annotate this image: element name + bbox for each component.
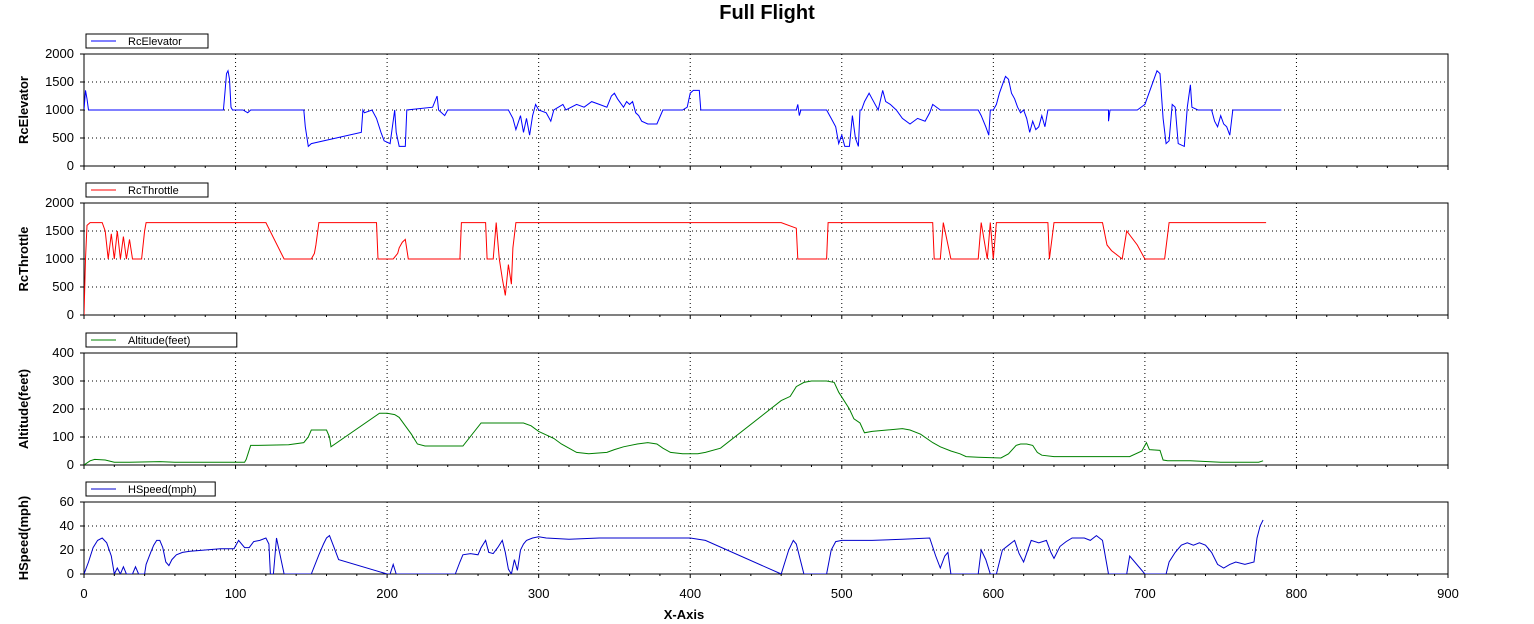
y-tick-label: 2000 — [45, 195, 74, 210]
x-tick-label: 100 — [225, 586, 247, 601]
x-tick-label: 400 — [679, 586, 701, 601]
legend-label: RcThrottle — [128, 185, 179, 197]
legend-label: RcElevator — [128, 36, 182, 48]
x-tick-label: 800 — [1286, 586, 1308, 601]
y-tick-label: 500 — [52, 279, 74, 294]
y-tick-label: 1000 — [45, 251, 74, 266]
y-tick-label: 300 — [52, 373, 74, 388]
series-line-rcthrottle — [84, 222, 1267, 315]
legend-label: Altitude(feet) — [128, 335, 190, 347]
y-tick-label: 1500 — [45, 74, 74, 89]
y-tick-label: 40 — [60, 518, 74, 533]
y-tick-label: 200 — [52, 401, 74, 416]
y-axis-label: Altitude(feet) — [16, 369, 31, 449]
y-tick-label: 500 — [52, 130, 74, 145]
x-tick-label: 200 — [376, 586, 398, 601]
y-tick-label: 20 — [60, 542, 74, 557]
y-tick-label: 400 — [52, 345, 74, 360]
legend-box — [85, 481, 216, 497]
panel-rcthrottle: 0 500 1000 1500 2000 RcThrottle RcThrottle — [16, 182, 1449, 322]
y-tick-label: 0 — [67, 158, 74, 173]
y-axis-label: HSpeed(mph) — [16, 496, 31, 581]
series-line-hspeed — [84, 519, 1264, 574]
y-tick-label: 1500 — [45, 223, 74, 238]
legend-box — [85, 33, 209, 49]
y-axis-label: RcThrottle — [16, 227, 31, 292]
y-tick-label: 60 — [60, 494, 74, 509]
y-tick-label: 100 — [52, 429, 74, 444]
panel-hspeed: 0 20 40 60 HSpeed(mph) HSpeed(mph) 0 100 200 300 4… — [16, 481, 1459, 622]
legend-box — [85, 332, 238, 348]
y-tick-label: 0 — [67, 307, 74, 322]
chart-title: Full Flight — [719, 2, 815, 24]
y-tick-label: 1000 — [45, 102, 74, 117]
x-tick-label: 300 — [528, 586, 550, 601]
y-tick-label: 2000 — [45, 46, 74, 61]
y-axis-label: RcElevator — [16, 76, 31, 144]
x-axis-label: X-Axis — [664, 607, 704, 622]
y-tick-label: 0 — [67, 457, 74, 472]
panel-rcelevator: 0 500 1000 1500 2000 RcElevator RcElevator — [16, 33, 1449, 173]
panel-altitude: 0 100 200 300 400 Altitude(feet) Altitude(feet… — [16, 332, 1449, 472]
plot-frame — [83, 501, 1449, 575]
x-tick-label: 0 — [80, 586, 87, 601]
x-tick-label: 600 — [982, 586, 1004, 601]
series-line-rcelevator — [84, 69, 1282, 148]
series-line-altitude — [84, 380, 1264, 465]
x-tick-label: 900 — [1437, 586, 1459, 601]
x-tick-label: 500 — [831, 586, 853, 601]
legend-box — [85, 182, 209, 198]
legend-label: HSpeed(mph) — [128, 484, 196, 496]
x-tick-label: 700 — [1134, 586, 1156, 601]
y-tick-label: 0 — [67, 566, 74, 581]
